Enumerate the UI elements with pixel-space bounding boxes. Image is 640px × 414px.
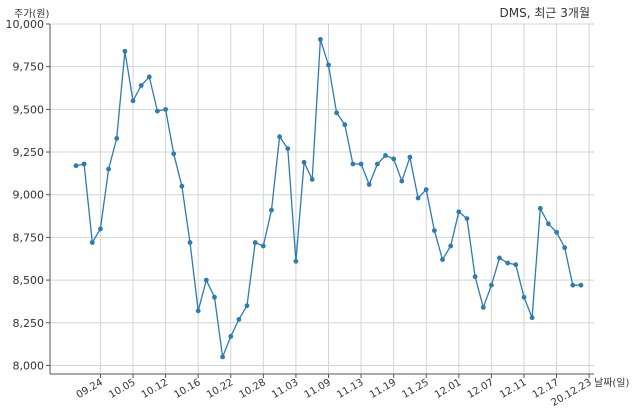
data-point: [301, 159, 307, 165]
data-point: [318, 37, 323, 42]
data-point: [203, 277, 209, 283]
data-point: [187, 240, 193, 245]
data-point: [497, 255, 502, 261]
data-point: [106, 166, 111, 172]
x-tick-label: 10.12: [140, 377, 170, 401]
data-point: [244, 303, 250, 309]
data-point: [334, 110, 339, 116]
data-point: [570, 282, 576, 288]
x-tick-label: 10.28: [238, 377, 268, 401]
y-tick-label: 9,750: [13, 61, 45, 74]
x-axis-label: 날짜(일): [594, 377, 630, 389]
data-point: [195, 308, 201, 314]
data-point: [464, 216, 470, 222]
data-point: [220, 354, 226, 360]
axes: [49, 24, 594, 375]
data-point: [440, 257, 445, 262]
data-point: [146, 74, 152, 80]
x-tick-label: 11.09: [303, 377, 333, 401]
data-point: [472, 274, 478, 280]
data-point: [383, 153, 388, 158]
data-point: [122, 48, 128, 54]
data-point: [423, 187, 429, 193]
y-tick-label: 8,500: [13, 274, 45, 287]
data-point: [350, 161, 356, 167]
data-point: [375, 161, 380, 167]
x-tick-label: 12.01: [433, 377, 463, 401]
data-point: [114, 136, 120, 141]
data-point: [513, 262, 519, 268]
x-tick-label: 11.13: [335, 377, 365, 401]
chart-title: DMS, 최근 3개월: [500, 6, 590, 20]
y-axis-label: 주가(원): [14, 8, 50, 20]
data-point: [529, 315, 535, 321]
x-tick-label: 10.22: [205, 377, 235, 401]
x-tick-label: 11.25: [400, 377, 430, 401]
data-point: [277, 134, 282, 140]
data-point: [285, 146, 291, 152]
data-point: [252, 240, 258, 245]
x-tick-label: 12.07: [466, 377, 496, 401]
data-point: [546, 221, 551, 227]
data-point: [562, 245, 568, 251]
y-tick-label: 10,000: [6, 18, 45, 31]
data-point: [489, 282, 494, 288]
data-points: [73, 37, 584, 360]
data-point: [236, 317, 242, 322]
data-point: [260, 243, 266, 249]
data-point: [81, 161, 87, 167]
data-point: [155, 108, 160, 114]
data-point: [98, 226, 103, 232]
data-point: [73, 163, 79, 169]
data-point: [89, 240, 95, 245]
data-point: [505, 260, 511, 266]
y-tick-label: 9,000: [13, 189, 45, 202]
x-tick-label: 11.03: [270, 377, 300, 401]
data-point: [342, 122, 348, 128]
data-point: [179, 183, 185, 189]
y-tick-label: 9,500: [13, 103, 45, 116]
data-point: [521, 294, 527, 300]
data-point: [391, 156, 397, 162]
data-point: [448, 243, 454, 249]
data-point: [432, 228, 437, 234]
data-point: [212, 294, 217, 300]
x-tick-label: 10.05: [107, 377, 137, 401]
data-point: [138, 83, 144, 88]
data-point: [163, 107, 169, 112]
data-point: [399, 178, 405, 184]
data-point: [415, 195, 421, 201]
y-tick-label: 9,250: [13, 146, 45, 159]
data-point: [293, 258, 299, 264]
data-point: [171, 151, 177, 157]
x-tick-label: 10.16: [172, 377, 202, 401]
y-tick-label: 8,250: [13, 317, 45, 330]
y-tick-label: 8,000: [13, 359, 45, 372]
data-point: [269, 207, 274, 213]
data-point: [228, 334, 234, 339]
x-tick-label: 11.19: [368, 377, 398, 401]
data-point: [456, 209, 462, 215]
y-axis-ticks: 8,000 8,250 8,500 8,750 9,000 9,250 9,500 9,750…: [6, 18, 50, 372]
y-tick-label: 8,750: [13, 231, 45, 244]
data-point: [366, 182, 372, 187]
data-point: [554, 229, 559, 235]
data-point: [309, 177, 315, 182]
data-point: [537, 206, 543, 211]
data-point: [130, 98, 136, 104]
data-point: [407, 154, 413, 160]
data-point: [358, 161, 364, 167]
grid: [50, 23, 594, 374]
data-point: [578, 282, 584, 288]
data-point: [326, 62, 331, 68]
x-axis-ticks: 09.24 10.05 10.12 10.16 10.22 10.28 11.03 11.09…: [75, 374, 594, 409]
x-tick-label: 09.24: [75, 377, 105, 401]
x-tick-label: 12.11: [498, 377, 528, 401]
data-point: [480, 305, 486, 310]
